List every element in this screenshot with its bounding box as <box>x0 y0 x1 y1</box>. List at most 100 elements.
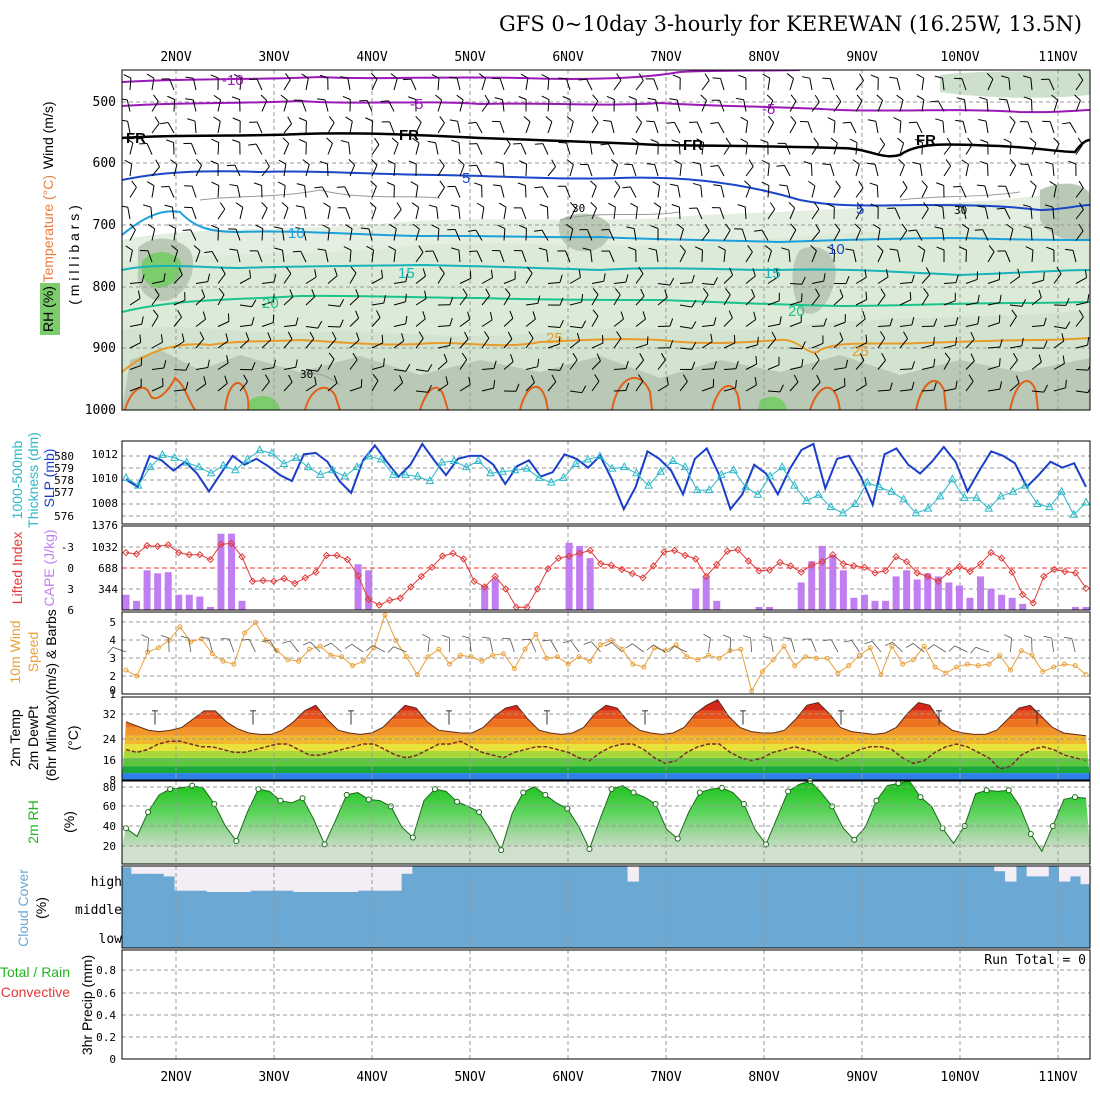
wind-barb <box>1065 379 1067 388</box>
wind-barb <box>1053 137 1060 144</box>
wind-barb <box>943 358 951 370</box>
wind-barb <box>1053 99 1059 112</box>
wind-barb <box>979 160 988 165</box>
wind-barb <box>304 185 307 198</box>
wind-barb <box>546 206 549 220</box>
wind-barb <box>273 274 277 283</box>
cape-bar <box>998 594 1006 610</box>
wind-barb <box>451 139 460 144</box>
wind-barb <box>921 274 931 284</box>
panel-frame <box>121 611 1091 695</box>
wind-barb <box>224 375 228 384</box>
wind-speed-point <box>242 630 248 636</box>
wind-barb <box>789 122 797 134</box>
wind-barb <box>767 390 781 393</box>
wind-barb <box>970 353 975 362</box>
wind-barb <box>566 116 574 122</box>
wind-barb <box>592 309 599 317</box>
wind-barb <box>169 78 175 91</box>
wind-barb <box>283 338 293 349</box>
wind-barb <box>178 267 183 276</box>
wind-tick: 2 <box>109 670 116 683</box>
rh-point <box>696 789 703 796</box>
thickness-point <box>619 462 629 471</box>
wind-barb <box>980 139 988 143</box>
wind-barb <box>565 250 571 263</box>
slp-tick: 1008 <box>92 497 119 510</box>
wind-barb <box>591 294 599 306</box>
temp-band <box>122 750 1090 758</box>
wind-barb <box>518 224 527 229</box>
wind-barb <box>569 202 576 209</box>
wind-speed-point <box>436 646 442 652</box>
cape-bar <box>196 596 204 610</box>
wind-barb <box>151 280 164 284</box>
cloud-high-gap <box>260 866 273 891</box>
thickness-point <box>899 494 909 503</box>
wind-barb <box>750 638 753 653</box>
wind-speed-point <box>867 645 873 651</box>
wind-barb <box>305 276 317 284</box>
thickness-point <box>194 462 204 471</box>
wind-barb <box>578 78 587 81</box>
wind-barb <box>261 639 270 643</box>
thickness-point <box>1045 502 1054 511</box>
li-point <box>312 568 320 576</box>
wind-barb <box>704 73 710 81</box>
wind-barb <box>565 186 571 198</box>
precip-tick: 0.4 <box>96 1009 116 1022</box>
wind-barb <box>767 185 770 198</box>
thickness-point <box>923 503 933 512</box>
wind-barb <box>1078 202 1084 210</box>
li-point <box>597 560 605 568</box>
wind-barb <box>742 635 751 639</box>
wind-barb <box>855 80 864 91</box>
wind-barb <box>701 283 714 286</box>
wind-barb <box>946 137 952 146</box>
thickness-point <box>1033 498 1042 508</box>
wind-barb <box>494 97 503 101</box>
rh-point <box>564 805 571 812</box>
wind-barb <box>273 359 276 368</box>
wind-barb <box>331 331 337 340</box>
wind-barb <box>295 227 304 230</box>
wind-barb <box>789 207 796 220</box>
li-point <box>607 561 615 569</box>
li-point <box>407 583 415 591</box>
wind-barb <box>261 166 270 177</box>
wind-barb <box>1015 375 1020 384</box>
wind-barb <box>679 164 682 177</box>
wind-barb <box>985 121 989 134</box>
wind-barb <box>372 645 386 653</box>
isotherm-label: 20 <box>788 303 805 320</box>
wind-speed-point <box>274 648 280 654</box>
cloud-high-gap <box>217 866 230 892</box>
slp-line <box>125 442 1087 512</box>
wind-barb <box>355 289 360 297</box>
wind-barb <box>801 341 806 349</box>
cape-bar <box>164 572 172 610</box>
wind-barb <box>537 358 540 367</box>
wind-barb <box>217 340 229 349</box>
wind-barb <box>481 101 490 112</box>
wind-barb <box>424 290 427 299</box>
wind-barb <box>955 380 958 389</box>
wind-barb <box>591 122 599 134</box>
wind-barb <box>261 322 274 327</box>
wind-barb <box>1031 186 1037 198</box>
temp-tick: 16 <box>103 754 116 767</box>
wind-barb <box>586 79 593 91</box>
wind-barb <box>616 331 622 339</box>
wind-barb <box>1077 137 1084 145</box>
wind-barb <box>789 366 802 370</box>
wind-barb <box>600 143 609 146</box>
wind-barb <box>217 321 230 327</box>
precip-tick: 0.6 <box>96 987 116 1000</box>
thickness-point <box>425 475 435 484</box>
wind-barb <box>811 359 820 370</box>
wind-barb <box>469 638 472 653</box>
isotherm-label: 15 <box>764 265 781 282</box>
wind-barb <box>717 122 725 134</box>
wind-barb <box>500 185 505 198</box>
